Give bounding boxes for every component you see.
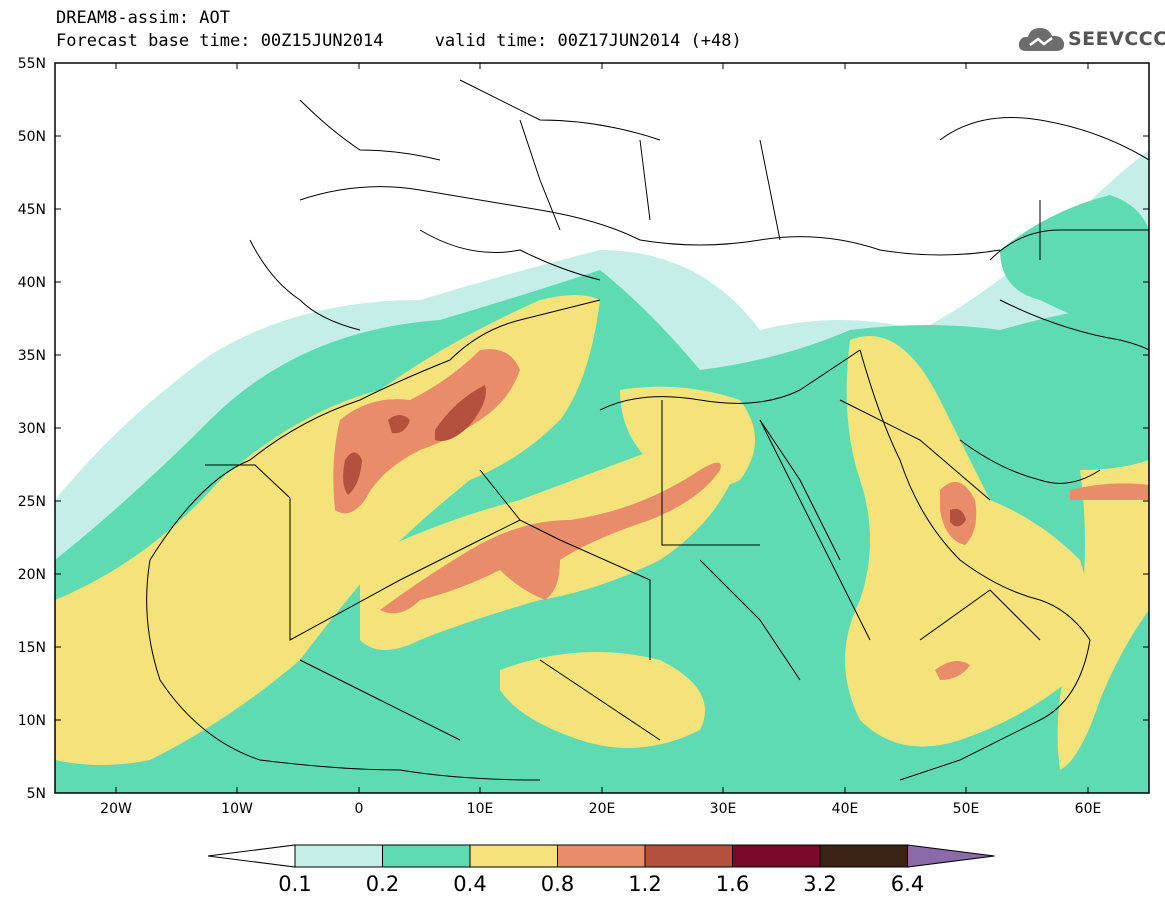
- colorbar-segment-upper: [907, 844, 995, 868]
- lat-label: 20N: [18, 567, 46, 583]
- seevccc-logo: SEEVCCC: [1018, 23, 1165, 57]
- colorbar-segment: [644, 844, 733, 868]
- map-title: DREAM8-assim: AOT: [56, 8, 230, 28]
- aot-level-0.8-yemen: [935, 661, 970, 680]
- forecast-times: Forecast base time: 00Z15JUN2014 valid t…: [56, 31, 742, 51]
- colorbar-label: 0.2: [366, 872, 399, 896]
- aot-level-1.2-core4: [950, 508, 966, 527]
- lon-label: 20W: [100, 801, 132, 817]
- axis-ticks: [55, 62, 1149, 794]
- lat-label: 40N: [18, 275, 46, 291]
- aot-level-0.8-algeria: [333, 349, 520, 514]
- aot-level-1.2-core1: [435, 385, 486, 441]
- lat-label: 50N: [18, 129, 46, 145]
- logo-text: SEEVCCC: [1068, 28, 1165, 50]
- lon-label: 20E: [589, 801, 616, 817]
- aot-level-1.2-core3: [388, 415, 410, 434]
- colorbar-label: 0.1: [278, 872, 311, 896]
- lon-label: 10W: [221, 801, 253, 817]
- aot-level-0.2-caspian: [1000, 195, 1149, 340]
- lat-label: 35N: [18, 348, 46, 364]
- lat-labels: 55N 50N 45N 40N 35N 30N 25N 20N 15N 10N …: [18, 56, 46, 802]
- lon-label: 40E: [832, 801, 859, 817]
- lat-label: 10N: [18, 713, 46, 729]
- aot-level-0.8-gulf: [1070, 483, 1149, 500]
- borders: [205, 119, 1041, 741]
- lat-label: 30N: [18, 421, 46, 437]
- lon-labels: 20W 10W 0 10E 20E 30E 40E 50E 60E: [100, 801, 1101, 817]
- colorbar-label: 1.2: [628, 872, 661, 896]
- lon-label: 10E: [467, 801, 494, 817]
- aot-field: [55, 63, 1149, 793]
- cloud-icon: [1018, 28, 1065, 51]
- lon-label: 30E: [710, 801, 737, 817]
- colorbar-segment: [557, 844, 646, 868]
- aot-level-1.2-core2: [343, 452, 362, 495]
- lat-label: 5N: [27, 786, 46, 802]
- lat-label: 45N: [18, 202, 46, 218]
- colorbar-segment-lower: [207, 844, 296, 868]
- lat-label: 55N: [18, 56, 46, 72]
- colorbar-label: 0.4: [453, 872, 486, 896]
- colorbar-label: 0.8: [541, 872, 574, 896]
- lon-label: 0: [355, 801, 364, 817]
- aot-level-0.4-sahel: [500, 652, 705, 748]
- colorbar-label: 1.6: [716, 872, 749, 896]
- colorbar-segment: [469, 844, 558, 868]
- colorbar-label: 3.2: [803, 872, 836, 896]
- colorbar-segment: [294, 844, 383, 868]
- colorbar-segment: [732, 844, 821, 868]
- colorbar: 0.1 0.2 0.4 0.8 1.2 1.6 3.2 6.4: [207, 844, 995, 896]
- colorbar-segment: [819, 844, 908, 868]
- lat-label: 25N: [18, 494, 46, 510]
- colorbar-label: 6.4: [891, 872, 924, 896]
- coastlines: [146, 79, 1149, 781]
- aot-level-0.4-east: [1057, 460, 1149, 770]
- lon-label: 50E: [953, 801, 980, 817]
- colorbar-segment: [382, 844, 471, 868]
- aot-level-0.8-niger: [380, 462, 721, 614]
- lon-label: 60E: [1075, 801, 1102, 817]
- aot-level-0.4-libya: [620, 386, 755, 488]
- lat-label: 15N: [18, 640, 46, 656]
- aot-level-0.1-west: [55, 360, 240, 520]
